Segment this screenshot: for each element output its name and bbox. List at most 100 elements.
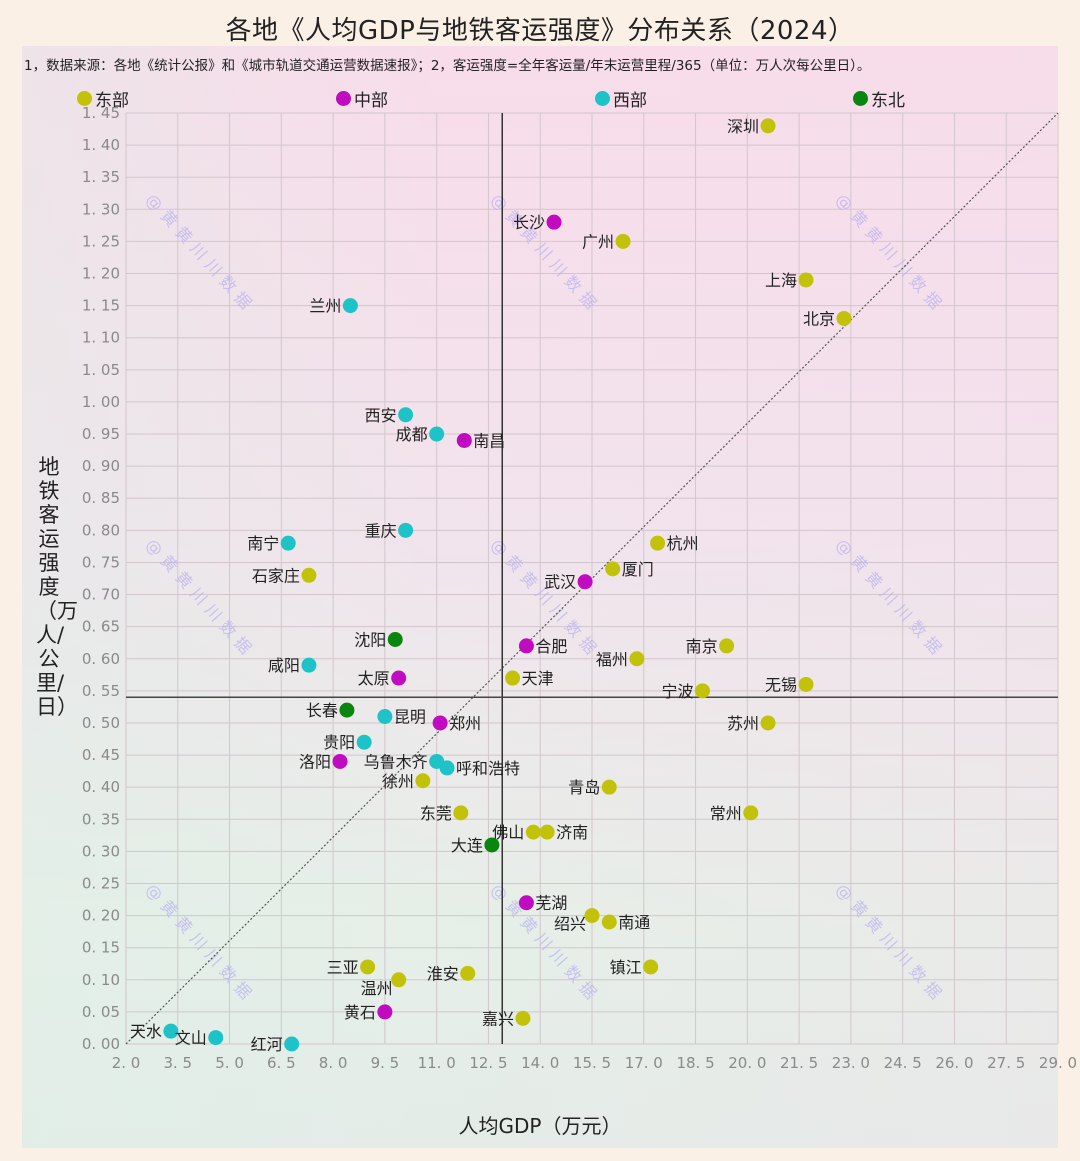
legend-dot-icon — [853, 91, 868, 106]
legend-label: 东部 — [95, 91, 129, 111]
x-tick-label: 2. 0 — [112, 1054, 141, 1072]
x-axis-label: 人均GDP（万元） — [458, 1114, 622, 1138]
point-marker — [615, 233, 631, 249]
legend-item-west: 西部 — [595, 86, 647, 111]
point-label: 乌鲁木齐 — [364, 752, 428, 771]
point-marker — [456, 432, 472, 448]
x-tick-label: 8. 0 — [319, 1054, 348, 1072]
point-marker — [280, 535, 296, 551]
y-tick-label: 0. 50 — [82, 714, 120, 732]
y-tick-label: 0. 55 — [82, 682, 120, 700]
point-label: 长春 — [306, 701, 338, 720]
x-tick-label: 26. 0 — [935, 1054, 973, 1072]
point-label: 太原 — [358, 669, 390, 688]
point-marker — [163, 1023, 179, 1039]
point-label: 无锡 — [765, 675, 797, 694]
y-tick-label: 1. 30 — [82, 200, 120, 218]
y-tick-label: 1. 00 — [82, 393, 120, 411]
point-marker — [339, 702, 355, 718]
watermark-text: @黄黄川川数据 — [142, 880, 259, 1007]
x-tick-label: 29. 0 — [1039, 1054, 1077, 1072]
point-marker — [398, 522, 414, 538]
data-point: 佛山 — [492, 823, 541, 842]
data-point: 洛阳 — [299, 752, 348, 771]
point-label: 呼和浩特 — [456, 759, 520, 778]
legend-label: 西部 — [613, 91, 647, 111]
point-marker — [460, 965, 476, 981]
point-label: 济南 — [556, 823, 588, 842]
point-label: 嘉兴 — [482, 1009, 514, 1028]
y-tick-label: 0. 05 — [82, 1003, 120, 1021]
legend-label: 中部 — [354, 91, 388, 111]
point-label: 福州 — [596, 650, 628, 669]
y-tick-label: 0. 65 — [82, 618, 120, 636]
point-label: 南宁 — [247, 534, 279, 553]
point-marker — [719, 638, 735, 654]
point-label: 重庆 — [365, 521, 397, 540]
y-tick-label: 1. 15 — [82, 297, 120, 315]
data-point: 上海 — [765, 271, 814, 290]
point-label: 南昌 — [473, 431, 505, 450]
y-tick-label: 0. 30 — [82, 842, 120, 860]
chart-title: 各地《人均GDP与地铁客运强度》分布关系（2024） — [225, 16, 855, 46]
point-marker — [332, 753, 348, 769]
point-label: 沈阳 — [354, 630, 386, 649]
point-marker — [760, 715, 776, 731]
point-label: 淮安 — [427, 964, 459, 983]
point-marker — [525, 824, 541, 840]
point-label: 文山 — [175, 1029, 207, 1048]
data-point: 贵阳 — [323, 733, 372, 752]
point-label: 广州 — [582, 232, 614, 251]
x-tick-label: 24. 5 — [884, 1054, 922, 1072]
data-point: 宁波 — [661, 682, 710, 701]
data-point: 合肥 — [518, 637, 567, 656]
point-label: 青岛 — [568, 778, 600, 797]
point-label: 黄石 — [344, 1003, 376, 1022]
data-point: 南通 — [601, 913, 650, 932]
legend-dot-icon — [77, 91, 92, 106]
point-label: 温州 — [361, 979, 393, 998]
point-label: 石家庄 — [252, 566, 300, 585]
watermark-text: @黄黄川川数据 — [832, 880, 949, 1007]
data-point: 重庆 — [365, 521, 414, 540]
point-marker — [601, 779, 617, 795]
point-label: 红河 — [251, 1035, 283, 1054]
point-label: 天津 — [522, 669, 554, 688]
point-marker — [601, 914, 617, 930]
y-tick-label: 1. 25 — [82, 232, 120, 250]
x-tick-label: 21. 5 — [780, 1054, 818, 1072]
legend-item-northeast: 东北 — [853, 86, 905, 111]
data-point: 镇江 — [610, 958, 659, 977]
y-tick-label: 0. 25 — [82, 874, 120, 892]
y-tick-label: 1. 05 — [82, 361, 120, 379]
y-tick-label: 1. 10 — [82, 329, 120, 347]
point-label: 佛山 — [492, 823, 524, 842]
data-point: 南昌 — [456, 431, 505, 450]
point-marker — [391, 670, 407, 686]
point-marker — [798, 676, 814, 692]
chart-note: 1，数据来源：各地《统计公报》和《城市轨道交通运营数据速报》；2，客运强度=全年… — [24, 58, 871, 74]
point-label: 兰州 — [309, 297, 341, 316]
data-point: 长沙 — [513, 213, 562, 232]
point-marker — [629, 651, 645, 667]
data-point: 南京 — [686, 637, 735, 656]
y-tick-label: 0. 70 — [82, 586, 120, 604]
x-tick-label: 23. 0 — [832, 1054, 870, 1072]
point-marker — [760, 118, 776, 134]
data-point: 常州 — [710, 804, 759, 823]
point-marker — [429, 426, 445, 442]
point-marker — [515, 1010, 531, 1026]
point-label: 成都 — [396, 425, 428, 444]
point-label: 苏州 — [727, 714, 759, 733]
point-marker — [539, 824, 555, 840]
point-label: 咸阳 — [268, 656, 300, 675]
data-point: 厦门 — [605, 560, 654, 579]
data-point: 南宁 — [247, 534, 296, 553]
point-marker — [439, 760, 455, 776]
data-point: 绍兴 — [554, 908, 600, 934]
point-marker — [643, 959, 659, 975]
data-point: 长春 — [306, 701, 355, 720]
point-label: 芜湖 — [535, 894, 567, 913]
x-tick-label: 15. 5 — [573, 1054, 611, 1072]
